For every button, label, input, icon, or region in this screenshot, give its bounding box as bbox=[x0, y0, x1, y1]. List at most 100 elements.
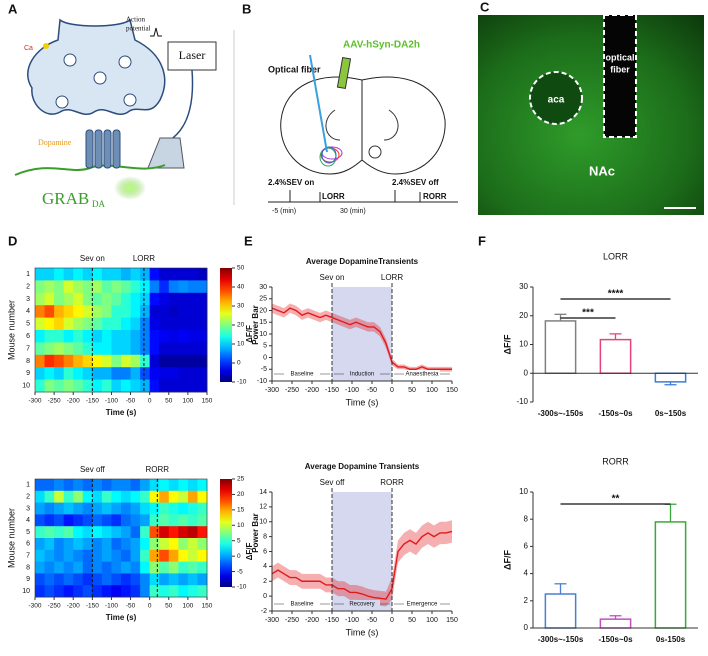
heatmap-cell bbox=[140, 502, 151, 515]
heatmap-cell bbox=[140, 379, 151, 393]
heatmap-cell bbox=[101, 367, 112, 380]
phase-label-bg bbox=[404, 370, 440, 378]
heatmap-cell bbox=[140, 549, 151, 562]
heatmap-cell bbox=[197, 490, 208, 503]
heatmap-cell bbox=[92, 367, 103, 380]
bar bbox=[544, 320, 577, 374]
fiber-label: Optical fiber bbox=[268, 64, 321, 74]
heatmap-cell bbox=[187, 561, 198, 574]
heatmap-cell bbox=[159, 305, 170, 318]
heatmap-cell bbox=[168, 526, 179, 539]
heatmap-cell bbox=[168, 354, 179, 368]
heatmap-cell bbox=[44, 561, 55, 574]
plot-frame bbox=[34, 267, 208, 393]
heatmap-cell bbox=[54, 367, 65, 380]
heatmap-cell bbox=[54, 379, 65, 393]
annotation: Sev off bbox=[80, 465, 106, 474]
heatmap-cell bbox=[178, 292, 189, 306]
heatmap-cell bbox=[111, 317, 122, 331]
heatmap-cell bbox=[82, 538, 93, 551]
phase-label-bg bbox=[404, 600, 440, 608]
heatmap-cell bbox=[130, 342, 141, 356]
heatmap-cell bbox=[54, 317, 65, 331]
heatmap-cell bbox=[44, 292, 55, 306]
heatmap-cell bbox=[73, 561, 84, 574]
panel-label: C bbox=[480, 0, 490, 14]
x-tick-label: 0s-150s bbox=[656, 635, 686, 644]
heatmap-cell bbox=[140, 573, 151, 586]
heatmap-cell bbox=[187, 317, 198, 331]
heatmap-cell bbox=[54, 330, 65, 343]
heatmap-cell bbox=[140, 317, 151, 331]
phase-label: Emergence bbox=[407, 602, 438, 608]
x-tick-label: -150s~0s bbox=[598, 409, 633, 418]
heatmap-cell bbox=[63, 317, 74, 331]
heatmap-cell bbox=[197, 367, 208, 380]
colorbar-tick-label: 20 bbox=[237, 491, 245, 498]
y-tick-label: 10 bbox=[519, 487, 528, 496]
x-axis-label: Time (s) bbox=[106, 408, 137, 417]
vesicle bbox=[63, 53, 77, 67]
heatmap-cell bbox=[121, 538, 131, 551]
heatmap-cell bbox=[178, 379, 189, 393]
heatmap-cell bbox=[197, 305, 208, 318]
virus-label: AAV-hSyn-DA2h bbox=[343, 40, 420, 51]
spike-icon bbox=[150, 27, 162, 37]
dopamine-label: Dopamine bbox=[38, 138, 72, 147]
colorbar-tick-label: -5 bbox=[237, 568, 243, 575]
heatmap-cell bbox=[92, 490, 103, 503]
surgery-diagram: AAV-hSyn-DA2h Optical fiber 2.4%SEV on L… bbox=[268, 40, 458, 215]
heatmap-cell bbox=[178, 514, 189, 527]
heatmap-cell bbox=[168, 502, 179, 515]
heatmap-cell bbox=[82, 502, 93, 515]
y-tick-label: 1 bbox=[26, 271, 30, 278]
heatmap-cell bbox=[63, 280, 74, 294]
heatmap-cell bbox=[111, 280, 122, 294]
heatmap-cell bbox=[149, 490, 160, 503]
significance-label: *** bbox=[582, 308, 594, 319]
heatmap-cell bbox=[101, 354, 112, 368]
y-axis-label: Mouse number bbox=[6, 300, 16, 360]
heatmap-cell bbox=[197, 514, 208, 527]
heatmap-cell bbox=[159, 330, 170, 343]
heatmap-cell bbox=[121, 280, 131, 294]
heatmap-cell bbox=[130, 280, 141, 294]
heatmap-cell bbox=[159, 549, 170, 562]
heatmap-cell bbox=[140, 280, 151, 294]
heatmap-cell bbox=[44, 354, 55, 368]
heatmap-cell bbox=[111, 342, 122, 356]
heatmap-cell bbox=[54, 292, 65, 306]
heatmap-cell bbox=[149, 317, 160, 331]
heatmap-cell bbox=[178, 317, 189, 331]
heatmap-cell bbox=[63, 342, 74, 356]
phase-label-bg bbox=[284, 370, 320, 378]
heatmap-cell bbox=[197, 268, 208, 281]
heatmap-cell bbox=[187, 502, 198, 515]
heatmap-cell bbox=[101, 268, 112, 281]
heatmap-cell bbox=[159, 317, 170, 331]
heatmap-cell bbox=[54, 342, 65, 356]
x-tick-label: -200 bbox=[305, 387, 319, 394]
vesicle bbox=[118, 55, 132, 69]
y-tick-label: -10 bbox=[516, 397, 528, 406]
x-tick-label: -200 bbox=[305, 617, 319, 624]
ventricle bbox=[383, 109, 399, 141]
heatmap-cell bbox=[44, 538, 55, 551]
x-tick-label: -150 bbox=[325, 617, 339, 624]
heatmap-cell bbox=[197, 317, 208, 331]
y-tick-label: 7 bbox=[26, 553, 30, 560]
heatmap-cell bbox=[159, 479, 170, 492]
x-tick-label: 100 bbox=[182, 603, 193, 610]
x-tick-label: -150 bbox=[86, 398, 99, 405]
heatmap-cell bbox=[197, 573, 208, 586]
calcium-ion bbox=[43, 43, 49, 49]
x-tick-label: -50 bbox=[367, 617, 377, 624]
heatmap-cell bbox=[130, 268, 141, 281]
heatmap-cell bbox=[187, 490, 198, 503]
heatmap-cell bbox=[130, 479, 141, 492]
heatmap-cell bbox=[121, 514, 131, 527]
x-tick-label: 50 bbox=[165, 398, 173, 405]
x-tick-label: 150 bbox=[446, 387, 458, 394]
heatmap-cell bbox=[178, 479, 189, 492]
x-tick-label: -100 bbox=[105, 398, 118, 405]
